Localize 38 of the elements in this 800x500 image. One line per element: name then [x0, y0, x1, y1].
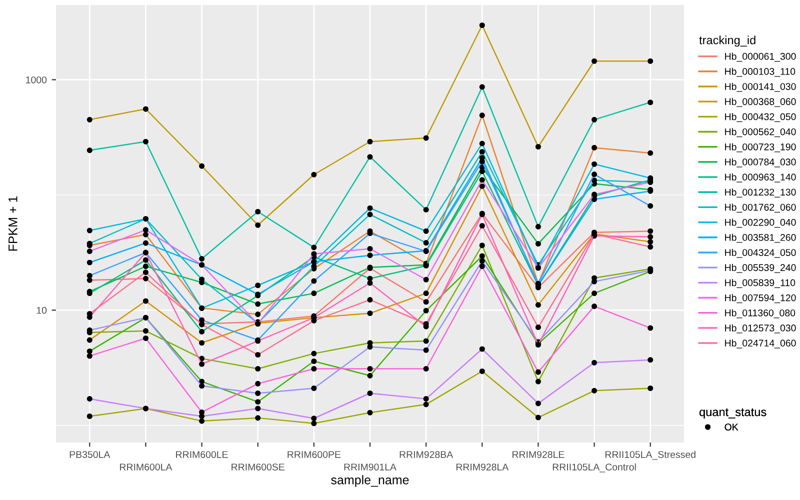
- x-tick-label: RRIM600LA: [120, 464, 172, 470]
- x-tick-label: RRIM928LA: [456, 464, 509, 470]
- legend-label: Hb_000723_190: [725, 143, 796, 152]
- y-tick-label: 1000: [26, 76, 47, 84]
- y-tick-label: 10: [36, 306, 47, 314]
- legend-label: Hb_011360_080: [725, 309, 796, 318]
- legend-label: Hb_000061_300: [725, 52, 796, 62]
- text: OK: [724, 424, 738, 431]
- legend-label: Hb_000368_060: [725, 98, 796, 107]
- legend-title: tracking_id: [699, 36, 756, 47]
- y-axis-title: FPKM + 1: [8, 196, 18, 251]
- legend-label: Hb_000963_140: [725, 173, 796, 182]
- legend-label: Hb_007594_120: [725, 294, 796, 304]
- x-tick-label: RRIM600PE: [288, 451, 341, 458]
- x-tick-label: RRIM901LA: [344, 464, 396, 470]
- legend-label: Hb_012573_030: [725, 324, 796, 334]
- legend-label: Hb_005839_110: [725, 279, 796, 288]
- x-tick-label: RRII105LA_Control: [552, 463, 636, 472]
- legend-label: Hb_000103_110: [725, 68, 796, 77]
- legend-label: Hb_000141_030: [725, 82, 796, 92]
- x-tick-label: RRIM928LE: [512, 451, 564, 458]
- legend-label: Hb_001762_060: [725, 204, 796, 213]
- legend-label: Hb_000562_040: [725, 128, 796, 138]
- legend-label: Hb_003581_260: [725, 234, 796, 243]
- x-axis-title: sample_name: [331, 475, 409, 487]
- legend-label: Hb_005539_240: [725, 264, 796, 273]
- legend-label: Hb_000432_050: [725, 113, 796, 122]
- legend-label: Hb_024714_060: [725, 339, 796, 348]
- legend-label: Hb_002290_040: [725, 218, 796, 228]
- x-tick-label: RRIM600SE: [232, 464, 284, 470]
- legend-label: Hb_001232_130: [725, 188, 796, 198]
- x-tick-label: PB350LA: [70, 451, 110, 458]
- x-tick-label: RRIM928BA: [400, 451, 454, 458]
- x-tick-label: RRIM600LE: [176, 451, 228, 458]
- text: quant_status: [700, 408, 766, 419]
- legend-label: Hb_004324_050: [725, 248, 796, 258]
- legend-label: Hb_000784_030: [725, 158, 796, 168]
- x-tick-label: RRII105LA_Stressed: [605, 450, 696, 460]
